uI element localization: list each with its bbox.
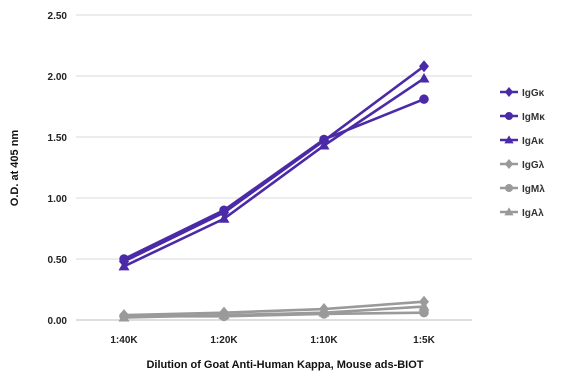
legend-label: IgGλ [522, 160, 545, 171]
legend-item: IgGλ [500, 158, 545, 171]
data-point-triangle [504, 135, 514, 144]
legend-item: IgAκ [500, 135, 544, 147]
x-axis-label: Dilution of Goat Anti-Human Kappa, Mouse… [146, 359, 423, 371]
data-point-triangle [318, 140, 330, 150]
x-tick-label: 1:5K [413, 335, 435, 346]
data-point-diamond [419, 60, 429, 73]
legend-item: IgMκ [500, 112, 545, 123]
series-IgAκ [118, 72, 430, 271]
data-point-triangle [118, 312, 130, 322]
legend-label: IgAκ [522, 136, 544, 147]
series-line [123, 305, 425, 319]
series-line [123, 65, 425, 263]
y-axis-label: O.D. at 405 nm [9, 130, 21, 207]
x-tick-label: 1:20K [210, 335, 238, 346]
y-tick-label: 1.00 [48, 194, 68, 205]
data-point-circle [505, 112, 513, 120]
y-tick-label: 0.50 [48, 255, 68, 266]
series-IgMκ [119, 94, 429, 264]
series-line [123, 77, 425, 268]
data-point-triangle [418, 72, 430, 83]
data-point-triangle [318, 307, 330, 317]
legend: IgGκ IgMκ IgAκ IgGλ IgMλ IgAλ [500, 86, 545, 219]
data-point-circle [119, 254, 129, 264]
series-IgAλ [118, 301, 430, 322]
y-tick-label: 0.00 [48, 316, 68, 327]
y-tick-label: 2.00 [48, 72, 68, 83]
x-tick-label: 1:40K [110, 335, 138, 346]
x-axis-ticks: 1:40K 1:20K 1:10K 1:5K [110, 335, 435, 346]
y-tick-label: 1.50 [48, 133, 68, 144]
data-point-circle [419, 94, 429, 104]
data-point-circle [319, 134, 329, 145]
series-line [123, 300, 425, 317]
series-IgGκ [119, 60, 429, 268]
data-point-diamond [504, 86, 514, 98]
data-point-diamond [504, 158, 514, 170]
legend-label: IgAλ [522, 208, 544, 219]
data-point-triangle [504, 207, 514, 216]
legend-item: IgGκ [500, 86, 545, 99]
grid-lines [76, 14, 472, 321]
data-point-triangle [218, 309, 230, 320]
data-point-triangle [218, 213, 230, 223]
x-tick-label: 1:10K [310, 335, 338, 346]
legend-item: IgAλ [500, 207, 544, 219]
y-tick-label: 2.50 [48, 11, 68, 22]
legend-item: IgMλ [500, 184, 545, 195]
data-point-triangle [418, 301, 430, 311]
data-point-circle [219, 205, 229, 215]
data-point-circle [505, 184, 513, 192]
data-point-triangle [118, 260, 130, 271]
legend-label: IgMκ [522, 112, 545, 123]
series-line [123, 97, 425, 261]
y-axis-ticks: 0.00 0.50 1.00 1.50 2.00 2.50 [48, 11, 68, 327]
series-group [118, 60, 430, 322]
legend-label: IgGκ [522, 88, 545, 99]
legend-label: IgMλ [522, 184, 545, 195]
